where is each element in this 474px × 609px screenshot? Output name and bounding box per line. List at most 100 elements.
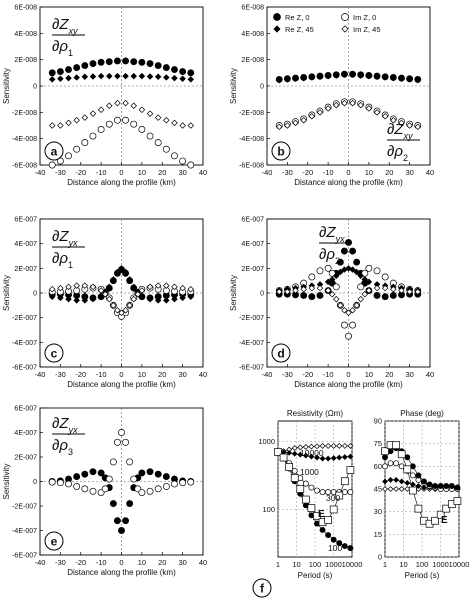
data-point — [274, 448, 282, 456]
data-point — [114, 268, 121, 276]
x-tick-label: -10 — [96, 558, 107, 567]
data-point — [432, 483, 439, 489]
data-point — [122, 116, 130, 124]
y-tick-label: 2E-007 — [14, 455, 37, 462]
data-point — [336, 540, 343, 547]
series-re-z-45 — [48, 265, 195, 304]
data-point — [138, 125, 146, 133]
data-point — [48, 122, 56, 129]
x-tick-label: 10 — [138, 370, 146, 379]
data-point — [81, 297, 89, 304]
data-point — [89, 110, 97, 117]
series-re-z-0 — [48, 57, 195, 77]
x-tick-label: 100 — [416, 560, 429, 569]
panel-label: d — [277, 347, 284, 361]
data-point — [316, 109, 324, 116]
formula-numerator: ∂Zxy — [52, 16, 78, 36]
data-point — [421, 484, 427, 491]
x-tick-label: 20 — [158, 558, 166, 567]
data-point — [296, 485, 305, 493]
data-point — [89, 295, 97, 303]
data-point — [130, 295, 137, 303]
legend-marker — [341, 25, 349, 33]
panel-label: f — [260, 582, 265, 596]
formula-denominator: ∂ρ1 — [52, 250, 73, 270]
data-point — [48, 478, 56, 486]
y-tick-label: 30 — [374, 507, 382, 516]
data-point — [373, 292, 381, 299]
data-point — [349, 71, 356, 79]
data-point — [162, 482, 170, 490]
data-point — [381, 273, 389, 281]
data-point — [437, 483, 444, 489]
data-point — [57, 294, 64, 302]
data-point — [346, 466, 355, 474]
data-point — [101, 485, 109, 493]
data-point — [308, 113, 316, 120]
data-point — [187, 161, 195, 169]
data-point — [122, 307, 129, 314]
data-point — [336, 454, 343, 461]
data-point — [179, 284, 186, 292]
data-point — [373, 109, 381, 116]
data-point — [357, 72, 364, 79]
data-point — [275, 76, 283, 84]
data-point — [357, 101, 364, 109]
data-point — [393, 460, 400, 467]
data-point — [382, 486, 388, 492]
data-point — [300, 74, 307, 82]
data-point — [329, 505, 338, 514]
x-axis-label: Period (s) — [298, 571, 333, 580]
data-point — [319, 526, 326, 533]
data-point — [106, 72, 113, 80]
data-point — [341, 71, 348, 79]
data-point — [406, 122, 413, 129]
y-tick-label: 4E-007 — [14, 430, 37, 437]
data-point — [340, 477, 349, 486]
data-point — [48, 76, 56, 83]
data-point — [316, 267, 324, 275]
data-point — [285, 463, 293, 471]
data-point — [316, 73, 324, 81]
data-point — [341, 543, 348, 549]
formula-denominator: ∂ρ2 — [387, 143, 408, 163]
data-point — [340, 321, 348, 329]
data-point — [387, 486, 394, 492]
y-tick-label: -2E-007 — [239, 315, 264, 322]
data-point — [154, 485, 162, 493]
data-point — [89, 487, 97, 495]
data-point — [347, 453, 354, 460]
data-point — [179, 122, 186, 129]
y-tick-label: -4E-007 — [12, 528, 37, 535]
curve — [381, 441, 462, 528]
panel-label: b — [277, 145, 284, 159]
data-point — [365, 72, 373, 80]
data-point — [381, 74, 389, 81]
data-point — [403, 465, 412, 474]
panel-label: c — [51, 347, 58, 361]
formula-denominator: ∂ρ2 — [319, 246, 340, 266]
x-tick-label: -40 — [35, 168, 46, 177]
data-point — [179, 294, 186, 302]
data-point — [138, 58, 146, 66]
y-tick-label: 4E-008 — [241, 31, 264, 38]
data-point — [89, 73, 97, 80]
data-point — [328, 276, 336, 283]
data-point — [308, 293, 316, 301]
data-point — [341, 443, 348, 449]
data-point — [454, 484, 461, 491]
y-tick-label: -6E-007 — [239, 365, 264, 372]
legend-marker — [341, 13, 349, 21]
data-point — [426, 481, 433, 488]
data-point — [431, 516, 439, 525]
data-point — [122, 57, 130, 65]
data-point — [284, 122, 291, 129]
data-point — [300, 292, 308, 299]
y-tick-label: 6E-008 — [14, 5, 37, 12]
y-axis-label: Sensitivity — [2, 275, 11, 311]
data-point — [118, 265, 125, 272]
data-point — [122, 99, 129, 107]
x-tick-label: 1 — [276, 560, 280, 569]
y-tick-label: -4E-007 — [12, 340, 37, 347]
